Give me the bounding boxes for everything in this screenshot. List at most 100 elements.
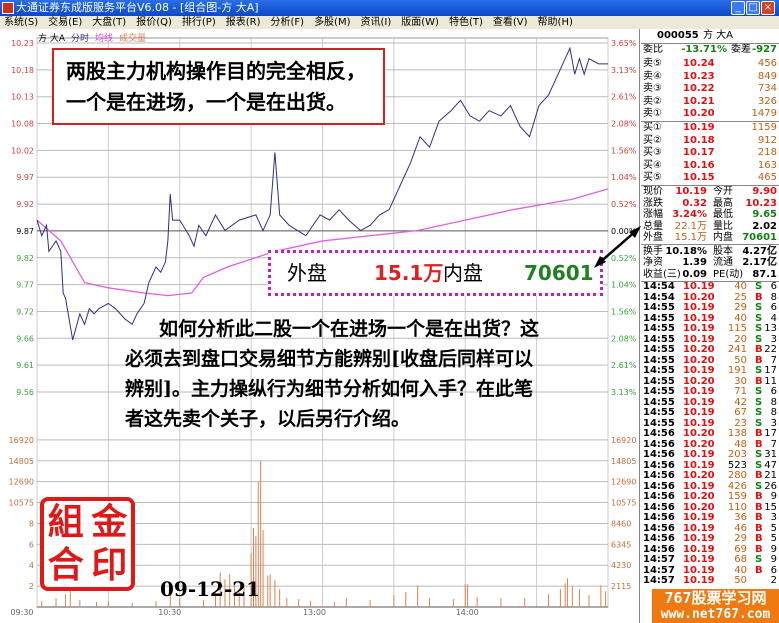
tick-price: 10.19 [683, 522, 715, 534]
paragraph-line: 必须去到盘口交易细节方能辨别[收盘后同样可以 [125, 348, 533, 370]
menu-item[interactable]: 大盘(T) [92, 17, 127, 28]
tick-row: 14:56 10.19 203 S 31 [643, 449, 777, 461]
value: 1.39 [682, 257, 707, 268]
menu-item[interactable]: 特色(T) [448, 17, 483, 28]
tick-count: 9 [770, 543, 777, 555]
menu-item[interactable]: 交易(E) [48, 17, 83, 28]
tick-row: 14:55 10.19 42 S 8 [643, 397, 777, 409]
value: 2.17亿 [742, 257, 777, 268]
tick-count: 9 [770, 491, 777, 502]
menu-item[interactable]: 排行(P) [181, 17, 216, 28]
value: 10.19 [675, 186, 707, 197]
quote-panel: 000055 方 大A 委比 -13.71% 委差 -927 卖⑤ 10.24 456 卖④ 10.… [641, 29, 779, 623]
tick-volume: 138 [727, 428, 747, 439]
stat-row: 净资 1.39 流通 2.17亿 [643, 257, 777, 269]
tick-row: 14:56 10.20 48 B 7 [643, 438, 777, 451]
menu-item[interactable]: 多股(M) [314, 17, 351, 28]
label: 流通 [713, 257, 733, 268]
tick-count: 15 [764, 501, 777, 513]
tick-volume: 71 [734, 386, 747, 397]
vol-tick-label-right: 2115 [611, 582, 631, 591]
tick-row: 14:55 10.20 241 B 22 [643, 344, 777, 356]
tick-volume: 191 [727, 365, 747, 376]
ask-price: 10.24 [683, 58, 715, 69]
label: 买① [643, 122, 662, 133]
stat-row: 外盘 15.1万 内盘 70601 [643, 232, 777, 244]
chart-header: 方 大A 分时 均线 成交量 [38, 31, 146, 44]
tick-row: 14:57 10.19 50 2 [643, 575, 777, 587]
tick-time: 14:55 [643, 386, 675, 397]
menu-item[interactable]: 帮助(H) [537, 17, 573, 28]
menu-item[interactable]: 报价(Q) [136, 17, 172, 28]
maximize-button[interactable]: □ [746, 1, 760, 15]
tick-time: 14:56 [643, 491, 675, 502]
tick-count: 13 [764, 323, 777, 334]
tick-time: 14:56 [643, 501, 675, 513]
menu-bar: 系统(S) 交易(E) 大盘(T) 报价(Q) 排行(P) 报表(R) 分析(F) 多股(M)… [0, 16, 779, 29]
tick-time: 14:56 [643, 428, 675, 439]
tick-side: B [755, 533, 763, 544]
close-button[interactable]: × [761, 1, 775, 15]
tick-side: S [755, 365, 763, 376]
bid-price: 10.18 [683, 134, 715, 146]
tick-count: 7 [770, 438, 777, 450]
pct-tick-label: 1.56% [611, 307, 637, 316]
menu-item[interactable]: 资讯(I) [360, 17, 392, 28]
menu-item[interactable]: 分析(F) [270, 17, 305, 28]
price-tick-label: 10.23 [11, 39, 34, 48]
annotation-line: 两股主力机构操作目的完全相反， [66, 59, 366, 83]
time-tick-label: 10:30 [158, 608, 181, 617]
tab-intraday[interactable]: 分时 [71, 34, 90, 44]
double-arrow-icon [594, 226, 641, 268]
minimize-button[interactable]: _ [731, 1, 745, 15]
stamp-char: 印 [91, 544, 128, 586]
tick-price: 10.19 [683, 407, 715, 418]
analysis-paragraph: 如何分析此二股一个在进场一个是在出货？这 必须去到盘口交易细节方能辨别[收盘后同… [125, 314, 625, 434]
tick-price: 10.19 [683, 575, 715, 586]
stat-row: 换手 10.18% 股本 4.27亿 [643, 246, 777, 258]
menu-item[interactable]: 查看(V) [492, 17, 528, 28]
tick-price: 10.19 [683, 459, 715, 471]
bid-volume: 218 [757, 147, 777, 158]
price-tick-label: 10.02 [11, 146, 34, 155]
tick-volume: 241 [727, 344, 747, 355]
tick-side: S [755, 407, 763, 418]
tick-row: 14:56 10.19 36 B 3 [643, 512, 777, 524]
bid-row: 买④ 10.16 163 [643, 160, 777, 172]
tick-side: B [755, 501, 763, 513]
bid-price: 10.15 [683, 172, 715, 183]
tick-count: 7 [770, 354, 777, 366]
tick-volume: 23 [734, 417, 747, 429]
inner-label: 内盘 [443, 261, 483, 285]
label: 现价 [643, 186, 663, 197]
tick-volume: 36 [734, 512, 747, 523]
tick-price: 10.19 [683, 386, 715, 397]
tick-row: 14:56 10.20 159 B 9 [643, 491, 777, 503]
tick-side: B [755, 428, 763, 439]
pct-tick-label: 2.61% [611, 361, 637, 370]
tick-time: 14:56 [643, 533, 675, 544]
tick-count: 3 [770, 512, 777, 523]
pct-tick-label: 3.13% [611, 388, 637, 397]
tick-volume: 110 [727, 501, 747, 513]
divider [641, 121, 779, 122]
tick-side: B [755, 438, 763, 450]
vol-tick-label: 4 [29, 561, 34, 570]
label: 卖⑤ [643, 58, 662, 69]
price-tick-label: 9.82 [16, 254, 34, 263]
label: 量比 [713, 220, 733, 232]
tick-volume: 46 [734, 522, 747, 534]
menu-item[interactable]: 报表(R) [225, 17, 261, 28]
quote-header: 000055 方 大A [643, 30, 777, 42]
tick-time: 14:56 [643, 449, 675, 460]
menu-item[interactable]: 系统(S) [4, 17, 39, 28]
tick-volume: 30 [734, 375, 747, 387]
tick-volume: 20 [734, 333, 747, 345]
tick-side: B [755, 543, 763, 555]
tick-time: 14:56 [643, 480, 675, 492]
tick-time: 14:56 [643, 470, 675, 481]
tick-count: 3 [770, 417, 777, 429]
ask-row: 卖③ 10.22 734 [643, 83, 777, 95]
menu-item[interactable]: 版面(W) [401, 17, 439, 28]
bid-row: 买② 10.18 912 [643, 135, 777, 147]
